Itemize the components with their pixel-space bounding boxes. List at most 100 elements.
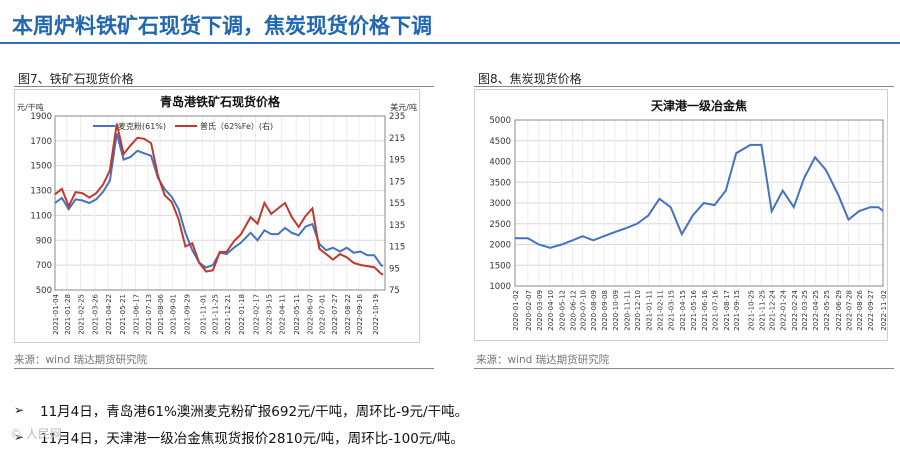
x-tick-label: 2021-04-22 bbox=[105, 294, 113, 335]
figure-8-caption: 图8、焦炭现货价格 bbox=[478, 72, 582, 86]
y-tick-label-right: 95 bbox=[389, 264, 400, 274]
x-tick-label: 2021-06-17 bbox=[132, 294, 140, 335]
chart-title: 青岛港铁矿石现货价格 bbox=[160, 94, 281, 109]
series-line-2 bbox=[54, 123, 384, 276]
x-tick-label: 2022-02-17 bbox=[253, 294, 261, 335]
x-tick-label: 2022-05-25 bbox=[823, 290, 831, 331]
x-tick-label: 2021-09-29 bbox=[183, 294, 191, 335]
x-tick-label: 2022-05-11 bbox=[293, 294, 301, 335]
x-tick-label: 2020-01-02 bbox=[512, 290, 520, 331]
y-tick-label-left: 900 bbox=[36, 236, 52, 246]
x-tick-label: 2021-01-04 bbox=[52, 293, 60, 334]
y-tick-label-left: 1900 bbox=[30, 112, 52, 122]
coke-price-chart: 天津港一级冶金焦 1000 1500 2000 2500 3000 3500 4000 4500… bbox=[489, 98, 888, 331]
x-tick-label: 2021-05-21 bbox=[119, 294, 127, 335]
arrow-bullet-icon: ➢ bbox=[14, 402, 25, 417]
y-tick-label: 4500 bbox=[489, 137, 511, 147]
y-tick-label-left: 500 bbox=[36, 286, 52, 296]
x-tick-label: 2021-03-26 bbox=[92, 293, 100, 334]
x-tick-label: 2022-03-15 bbox=[265, 294, 273, 335]
y-tick-label: 5000 bbox=[489, 116, 511, 126]
y-tick-label-left: 1700 bbox=[30, 137, 52, 147]
x-tick-label: 2020-02-07 bbox=[525, 290, 533, 331]
x-tick-label: 2022-08-22 bbox=[344, 294, 352, 335]
x-tick-label: 2022-01-18 bbox=[238, 294, 246, 335]
y-tick-label: 2000 bbox=[489, 241, 511, 251]
plot-area bbox=[54, 115, 386, 291]
x-tick-label: 2020-03-09 bbox=[536, 290, 544, 331]
page-title: 本周炉料铁矿石现货下调，焦炭现货价格下调 bbox=[12, 14, 432, 38]
x-tick-label: 2022-03-25 bbox=[801, 290, 809, 331]
x-tick-label: 2021-02-25 bbox=[77, 294, 85, 335]
bullet-text: 11月4日，天津港一级冶金焦现货报价2810元/吨，周环比-100元/吨。 bbox=[40, 430, 464, 447]
x-tick-label: 2021-02-11 bbox=[656, 290, 664, 331]
bullet-text: 11月4日，青岛港61%澳洲麦克粉矿报692元/干吨，周环比-9元/干吨。 bbox=[40, 403, 469, 420]
x-tick-label: 2022-07-27 bbox=[331, 294, 339, 335]
x-tick-label: 2020-10-09 bbox=[612, 290, 620, 331]
x-tick-label: 2022-04-25 bbox=[812, 290, 820, 331]
x-tick-label: 2022-08-26 bbox=[856, 289, 864, 330]
bullet-item: ➢ 11月4日，天津港一级冶金焦现货报价2810元/吨，周环比-100元/吨。 bbox=[14, 423, 468, 450]
figure-7-source-rule bbox=[14, 368, 434, 369]
x-tick-label: 2022-09-27 bbox=[867, 290, 875, 331]
x-tick-label: 2020-12-10 bbox=[634, 290, 642, 331]
x-tick-label: 2021-04-15 bbox=[679, 290, 687, 331]
x-tick-label: 2022-02-24 bbox=[791, 289, 799, 330]
x-tick-label: 2021-07-16 bbox=[711, 289, 719, 330]
watermark: © 人民网 bbox=[10, 427, 62, 441]
x-tick-label: 2020-06-12 bbox=[570, 290, 578, 331]
x-tick-label: 2022-06-29 bbox=[835, 290, 843, 331]
y-tick-label-right: 115 bbox=[389, 243, 405, 253]
left-axis-unit: 元/干吨 bbox=[17, 102, 44, 112]
y-tick-label-right: 75 bbox=[389, 286, 400, 296]
x-tick-label: 2022-04-11 bbox=[279, 294, 287, 335]
x-tick-label: 2021-03-15 bbox=[668, 290, 676, 331]
figure-8-source: 来源：wind 瑞达期货研究院 bbox=[476, 354, 610, 366]
y-tick-label: 4000 bbox=[489, 158, 511, 168]
figure-7-source: 来源：wind 瑞达期货研究院 bbox=[14, 354, 148, 366]
y-tick-label-right: 215 bbox=[389, 134, 405, 144]
summary-bullets: ➢ 11月4日，青岛港61%澳洲麦克粉矿报692元/干吨，周环比-9元/干吨。 … bbox=[14, 396, 468, 450]
x-tick-label: 2021-09-15 bbox=[733, 290, 741, 331]
arrow-bullet-icon: ➢ bbox=[14, 429, 25, 444]
x-tick-label: 2020-11-11 bbox=[624, 290, 632, 331]
x-tick-label: 2020-09-08 bbox=[601, 290, 609, 331]
x-tick-label: 2020-04-10 bbox=[547, 290, 555, 331]
x-tick-label: 2021-12-24 bbox=[769, 289, 777, 330]
figure-8-source-rule bbox=[474, 368, 894, 369]
plot-area bbox=[514, 119, 884, 287]
y-tick-label: 2500 bbox=[489, 220, 511, 230]
x-tick-label: 2021-01-11 bbox=[645, 290, 653, 331]
x-tick-label: 2022-11-02 bbox=[880, 290, 887, 331]
x-tick-label: 2021-06-16 bbox=[701, 289, 709, 330]
figure-7-caption: 图7、铁矿石现货价格 bbox=[18, 72, 134, 86]
x-tick-label: 2021-09-01 bbox=[170, 294, 178, 335]
y-tick-label-right: 155 bbox=[389, 199, 405, 209]
y-tick-label: 1500 bbox=[489, 261, 511, 271]
y-tick-label-right: 175 bbox=[389, 177, 405, 187]
y-tick-label: 3000 bbox=[489, 199, 511, 209]
x-tick-label: 2021-08-17 bbox=[723, 290, 731, 331]
bullet-item: ➢ 11月4日，青岛港61%澳洲麦克粉矿报692元/干吨，周环比-9元/干吨。 bbox=[14, 396, 468, 423]
x-tick-label: 2021-05-16 bbox=[690, 289, 698, 330]
y-tick-label-right: 195 bbox=[389, 156, 405, 166]
figure-7-rule bbox=[14, 86, 434, 87]
x-tick-label: 2021-10-25 bbox=[747, 290, 755, 331]
y-tick-label-left: 1500 bbox=[30, 162, 52, 172]
y-tick-label-right: 135 bbox=[389, 221, 405, 231]
x-tick-label: 2021-08-06 bbox=[157, 293, 165, 334]
y-tick-label-left: 1100 bbox=[30, 211, 52, 221]
chart-title: 天津港一级冶金焦 bbox=[651, 98, 747, 113]
y-tick-label-right: 235 bbox=[389, 112, 405, 122]
x-tick-label: 2021-01-28 bbox=[64, 294, 72, 335]
x-tick-label: 2020-05-12 bbox=[559, 290, 567, 331]
x-tick-label: 2021-07-13 bbox=[145, 294, 153, 335]
x-tick-label: 2022-10-19 bbox=[372, 294, 380, 335]
y-tick-label: 3500 bbox=[489, 178, 511, 188]
x-tick-label: 2022-07-01 bbox=[318, 294, 326, 335]
right-axis-unit: 美元/吨 bbox=[390, 102, 417, 112]
x-tick-label: 2020-08-09 bbox=[590, 290, 598, 331]
x-tick-label: 2022-09-16 bbox=[356, 293, 364, 334]
x-tick-label: 2022-07-28 bbox=[846, 290, 854, 331]
